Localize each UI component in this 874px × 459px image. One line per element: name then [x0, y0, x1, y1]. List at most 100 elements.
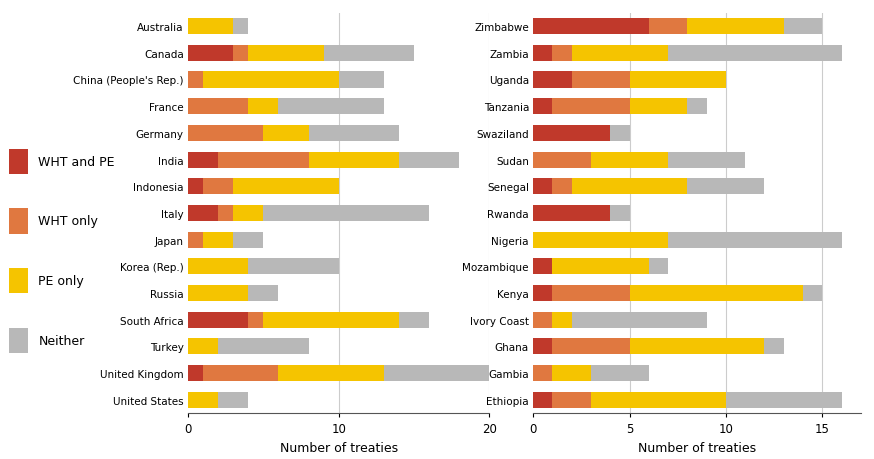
Bar	[188, 312, 248, 328]
Bar	[203, 73, 339, 88]
Bar	[765, 339, 784, 354]
Bar	[188, 392, 218, 408]
Bar	[248, 312, 263, 328]
Bar	[552, 285, 629, 301]
Bar	[188, 259, 248, 274]
Bar	[668, 46, 842, 62]
Bar	[533, 312, 552, 328]
Bar	[533, 206, 610, 221]
Bar	[278, 99, 384, 115]
Bar	[591, 152, 668, 168]
Bar	[384, 365, 489, 381]
Bar	[533, 179, 552, 195]
Bar	[263, 126, 309, 141]
Bar	[533, 232, 668, 248]
Bar	[687, 99, 707, 115]
Bar	[218, 339, 309, 354]
Bar	[572, 312, 707, 328]
Bar	[188, 179, 203, 195]
Bar	[309, 126, 399, 141]
Bar	[218, 392, 248, 408]
Bar	[188, 19, 233, 35]
Bar	[629, 99, 687, 115]
Bar	[278, 365, 384, 381]
Bar	[668, 152, 746, 168]
Bar	[552, 259, 649, 274]
Bar	[233, 179, 339, 195]
Bar	[248, 259, 339, 274]
Bar	[533, 339, 552, 354]
Bar	[572, 73, 629, 88]
Bar	[248, 46, 323, 62]
Text: Neither: Neither	[38, 334, 85, 347]
Bar	[188, 73, 203, 88]
Bar	[552, 179, 572, 195]
Bar	[649, 259, 668, 274]
Bar	[399, 312, 429, 328]
Bar	[188, 285, 248, 301]
Bar	[629, 73, 726, 88]
Bar	[726, 392, 842, 408]
Bar	[203, 232, 233, 248]
Bar	[188, 126, 263, 141]
Text: PE only: PE only	[38, 274, 84, 288]
Bar	[572, 46, 668, 62]
Bar	[233, 46, 248, 62]
Bar	[309, 152, 399, 168]
Bar	[263, 312, 399, 328]
Bar	[188, 152, 218, 168]
Bar	[629, 285, 803, 301]
Bar	[338, 73, 384, 88]
Bar	[218, 152, 309, 168]
Bar	[610, 206, 629, 221]
Bar	[533, 46, 552, 62]
Bar	[533, 126, 610, 141]
Bar	[591, 392, 726, 408]
Bar	[188, 365, 203, 381]
Bar	[610, 126, 629, 141]
X-axis label: Number of treaties: Number of treaties	[280, 441, 398, 453]
Bar	[533, 285, 552, 301]
Bar	[687, 179, 765, 195]
Bar	[784, 19, 822, 35]
Bar	[533, 392, 552, 408]
Bar	[203, 179, 233, 195]
Bar	[533, 19, 649, 35]
Bar	[552, 312, 572, 328]
Bar	[233, 206, 263, 221]
Bar	[552, 365, 591, 381]
Bar	[533, 259, 552, 274]
Bar	[188, 206, 218, 221]
Bar	[399, 152, 460, 168]
X-axis label: Number of treaties: Number of treaties	[638, 441, 756, 453]
Bar	[552, 339, 629, 354]
Bar	[629, 339, 765, 354]
Bar	[233, 232, 263, 248]
Bar	[533, 365, 552, 381]
Bar	[248, 99, 278, 115]
Bar	[248, 285, 278, 301]
Bar	[803, 285, 822, 301]
Bar	[552, 392, 591, 408]
Bar	[533, 152, 591, 168]
Bar	[572, 179, 687, 195]
Bar	[188, 339, 218, 354]
Bar	[649, 19, 687, 35]
Bar	[233, 19, 248, 35]
Bar	[552, 46, 572, 62]
Text: WHT only: WHT only	[38, 215, 99, 228]
Bar	[591, 365, 649, 381]
Bar	[533, 99, 552, 115]
Bar	[188, 46, 233, 62]
Bar	[263, 206, 429, 221]
Bar	[188, 232, 203, 248]
Bar	[552, 99, 629, 115]
Bar	[687, 19, 784, 35]
Bar	[533, 73, 572, 88]
Bar	[203, 365, 278, 381]
Bar	[668, 232, 842, 248]
Bar	[188, 99, 248, 115]
Bar	[218, 206, 233, 221]
Bar	[323, 46, 414, 62]
Text: WHT and PE: WHT and PE	[38, 155, 115, 168]
